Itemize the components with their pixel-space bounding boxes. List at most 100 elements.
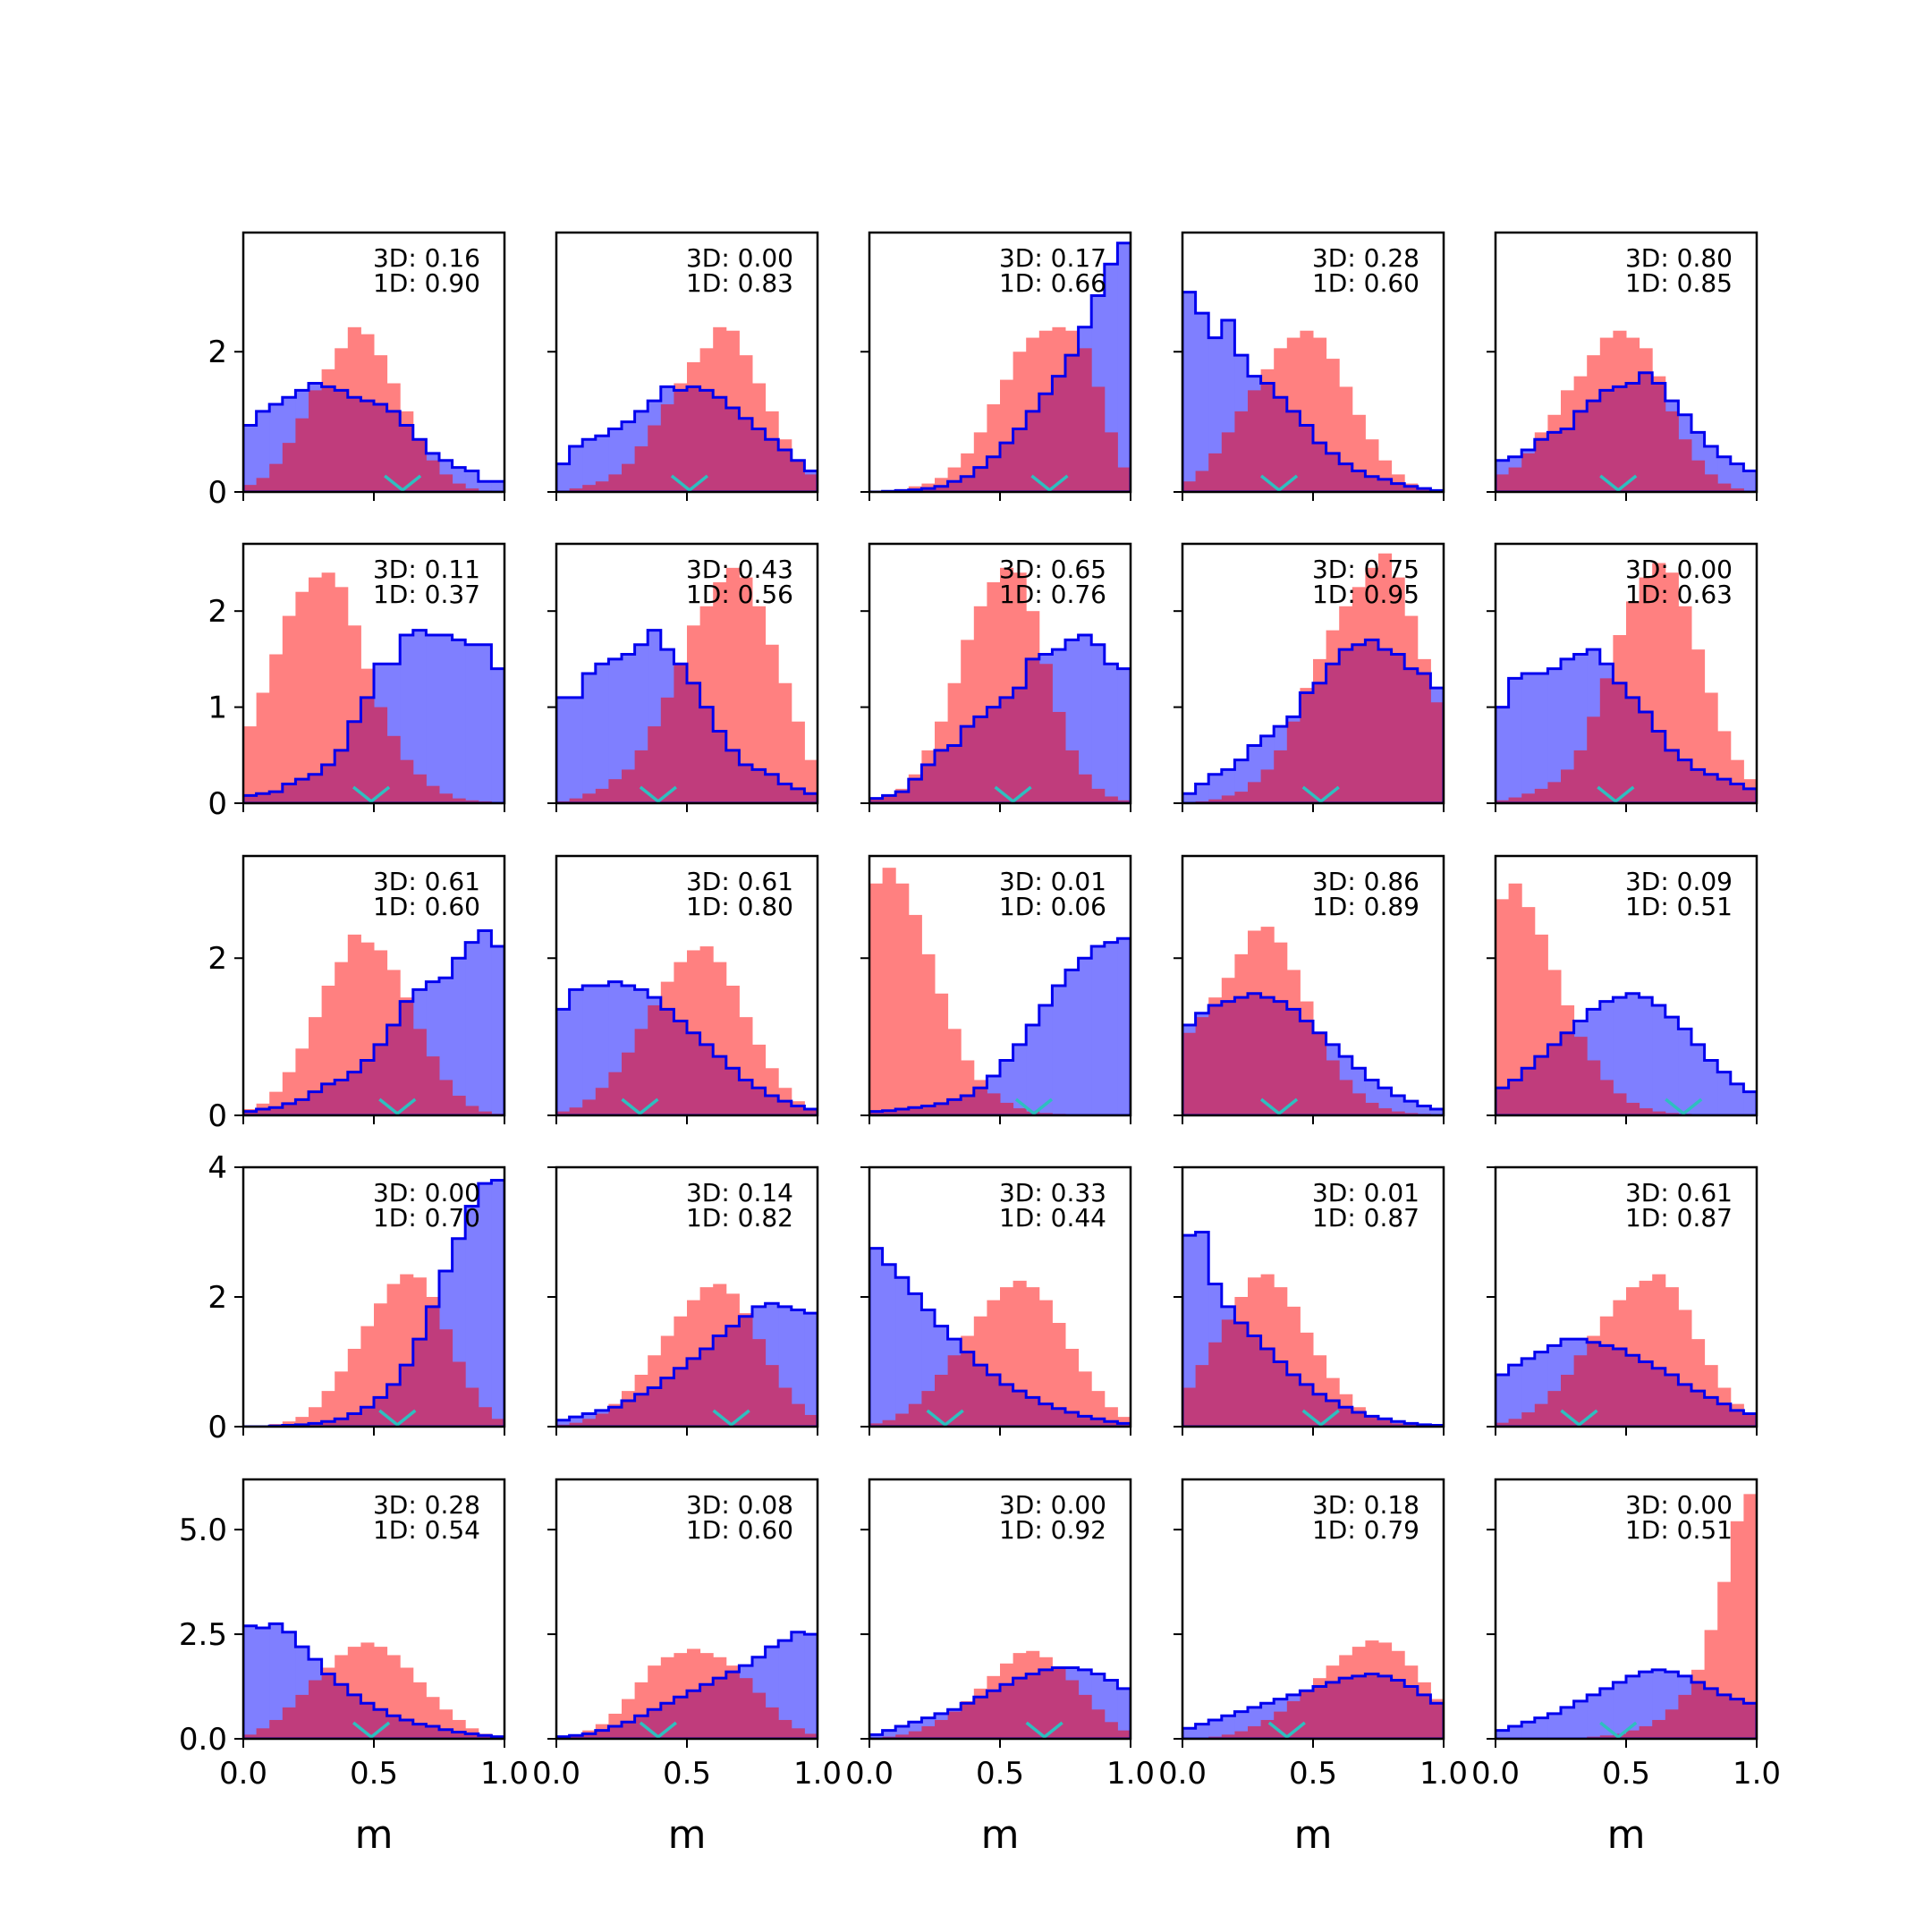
overlap-bar	[973, 467, 987, 492]
red-bar	[1026, 1287, 1040, 1398]
red-bar	[360, 668, 375, 698]
overlap-bar	[699, 390, 714, 492]
overlap-bar	[1704, 474, 1718, 492]
annotation-3d: 3D: 0.08	[686, 1490, 793, 1520]
red-bar	[295, 1048, 309, 1100]
red-bar	[908, 914, 922, 1108]
overlap-bar	[622, 769, 636, 803]
overlap-bar	[321, 1674, 335, 1739]
red-bar	[921, 750, 936, 766]
red-bar	[321, 369, 335, 387]
red-bar	[1547, 970, 1562, 1045]
overlap-bar	[1521, 1068, 1536, 1115]
blue-bar	[1013, 1044, 1027, 1115]
annotation-1d: 1D: 0.44	[999, 1203, 1106, 1233]
red-bar	[1274, 942, 1288, 1002]
overlap-bar	[374, 1044, 388, 1115]
overlap-bar	[1352, 644, 1366, 803]
overlap-bar	[347, 1413, 361, 1427]
overlap-bar	[1234, 411, 1249, 492]
overlap-bar	[622, 1052, 636, 1115]
annotation-1d: 1D: 0.90	[373, 268, 480, 298]
overlap-bar	[439, 1729, 453, 1739]
overlap-bar	[412, 439, 427, 492]
overlap-bar	[1587, 401, 1601, 492]
red-bar	[335, 348, 349, 391]
red-bar	[1352, 414, 1366, 471]
red-bar	[1717, 1581, 1732, 1695]
red-bar	[256, 692, 270, 794]
blue-bar	[1521, 1358, 1536, 1427]
red-bar	[309, 1407, 323, 1424]
overlap-bar	[1599, 1735, 1614, 1739]
red-bar	[1613, 635, 1627, 683]
overlap-bar	[595, 481, 609, 492]
overlap-bar	[1391, 1423, 1405, 1427]
overlap-bar	[439, 1080, 453, 1115]
blue-step-outline	[556, 1631, 818, 1739]
overlap-bar	[386, 1024, 401, 1115]
overlap-bar	[347, 721, 361, 803]
red-bar	[713, 962, 727, 1057]
annotation-1d: 1D: 0.95	[1312, 580, 1419, 609]
overlap-bar	[1091, 386, 1106, 492]
overlap-bar	[687, 386, 701, 492]
overlap-bar	[725, 407, 740, 492]
overlap-bar	[1234, 997, 1249, 1115]
overlap-bar	[1091, 788, 1106, 803]
blue-bar	[804, 1313, 818, 1427]
overlap-bar	[1260, 383, 1275, 492]
overlap-bar	[1313, 1394, 1327, 1427]
red-bar	[360, 334, 375, 402]
overlap-bar	[882, 795, 896, 803]
red-bar	[1026, 1650, 1040, 1674]
overlap-bar	[713, 397, 727, 492]
overlap-bar	[347, 397, 361, 492]
red-bar	[739, 355, 753, 419]
overlap-bar	[374, 404, 388, 492]
overlap-bar	[660, 404, 674, 492]
overlap-bar	[1717, 1403, 1732, 1427]
overlap-bar	[1652, 1368, 1666, 1427]
red-bar	[791, 1101, 805, 1106]
overlap-bar	[347, 1694, 361, 1739]
red-bar	[1117, 1417, 1131, 1424]
blue-bar	[1182, 1728, 1197, 1739]
overlap-bar	[1117, 1730, 1131, 1739]
blue-step-outline	[1182, 1673, 1444, 1739]
overlap-bar	[1587, 716, 1601, 803]
red-bar	[1104, 1407, 1118, 1422]
overlap-bar	[1286, 1009, 1301, 1115]
red-bar	[1352, 1407, 1366, 1413]
overlap-bar	[752, 1088, 767, 1115]
overlap-bar	[973, 1088, 987, 1115]
overlap-bar	[961, 726, 975, 803]
red-bar	[1547, 414, 1562, 433]
red-bar	[282, 1421, 296, 1426]
overlap-bar	[1573, 411, 1588, 492]
red-bar	[1652, 1274, 1666, 1368]
red-bar	[1352, 1647, 1366, 1676]
x-tick-label: 0.5	[1602, 1756, 1650, 1792]
red-bar	[674, 383, 688, 391]
blue-bar	[465, 470, 479, 492]
overlap-bar	[1717, 779, 1732, 803]
overlap-bar	[569, 488, 583, 492]
overlap-bar	[1038, 1669, 1053, 1739]
overlap-bar	[739, 1080, 753, 1115]
blue-bar	[569, 1417, 583, 1427]
blue-bar	[1117, 1688, 1131, 1739]
overlap-bar	[1195, 470, 1209, 492]
overlap-bar	[1248, 1725, 1262, 1739]
overlap-bar	[1430, 1703, 1444, 1739]
overlap-bar	[400, 425, 414, 492]
overlap-bar	[1496, 800, 1510, 803]
overlap-bar	[1587, 1342, 1601, 1427]
blue-bar	[1534, 674, 1548, 803]
blue-bar	[582, 439, 597, 492]
overlap-bar	[439, 1329, 453, 1427]
value-marker	[1665, 1097, 1703, 1115]
overlap-bar	[1052, 376, 1066, 492]
y-tick-label: 2	[208, 1280, 227, 1316]
overlap-bar	[921, 765, 936, 803]
